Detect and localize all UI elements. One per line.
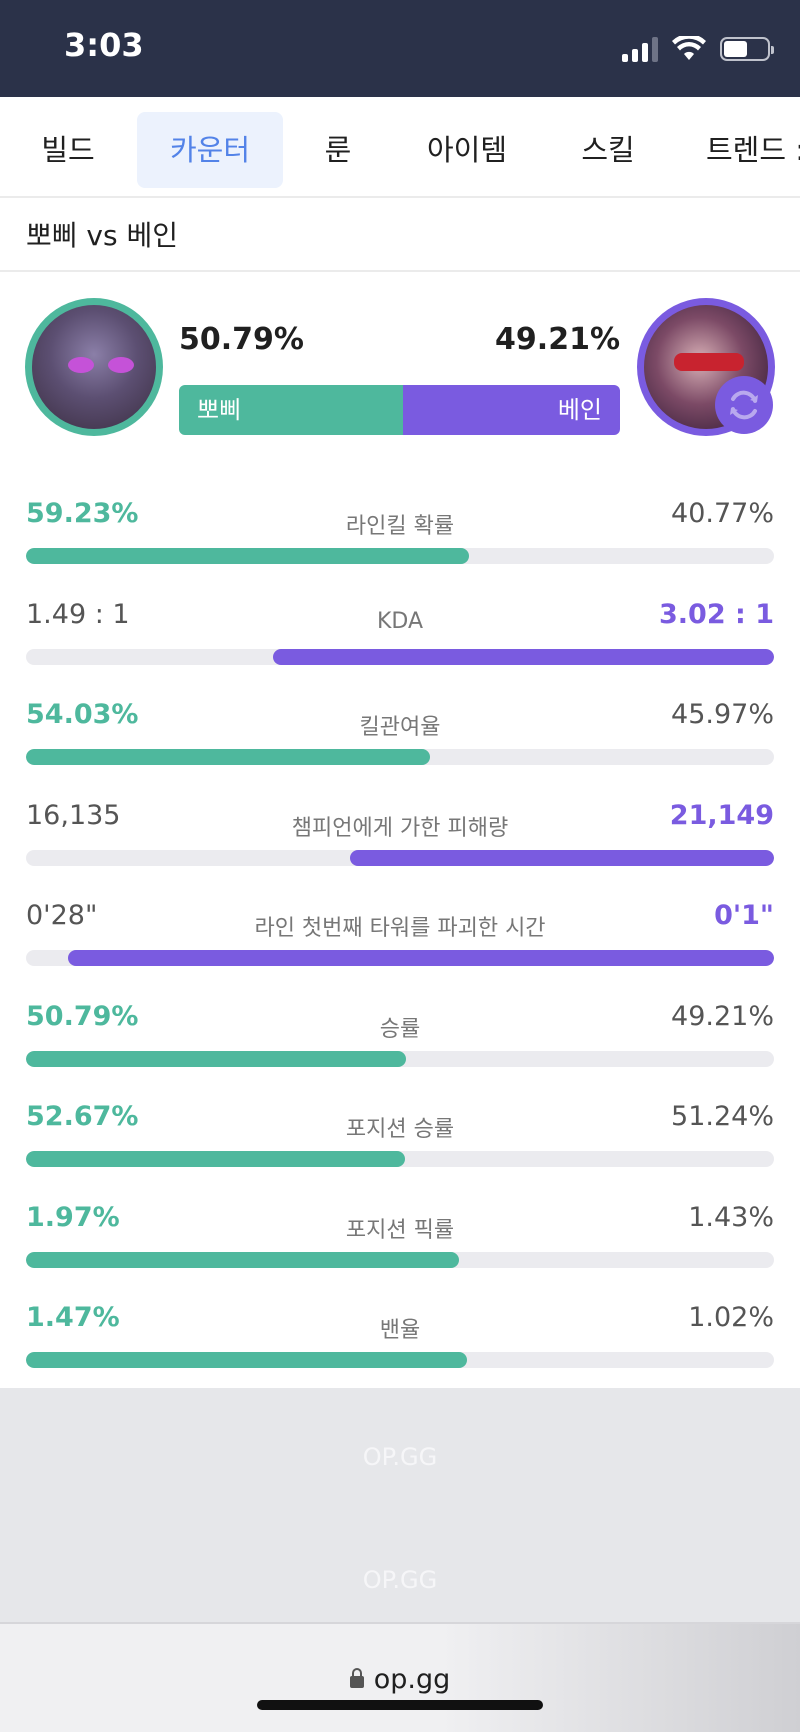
url-display[interactable]: op.gg [0, 1664, 800, 1695]
stat-left-value: 1.47% [26, 1302, 120, 1333]
tab-trends[interactable]: 트렌드 : [706, 133, 800, 167]
win-rate-bar-right: 베인 [402, 385, 620, 435]
stat-right-value: 51.24% [671, 1101, 774, 1132]
stat-row: 0'28" 라인 첫번째 타워를 파괴한 시간 0'1" [26, 900, 774, 980]
stat-bar-fill [26, 1251, 460, 1268]
stat-right-value: 0'1" [714, 900, 774, 931]
stat-right-value: 3.02 : 1 [658, 598, 774, 630]
stat-row: 52.67% 포지션 승률 51.24% [26, 1101, 774, 1181]
stat-right-value: 1.02% [688, 1302, 774, 1333]
stat-left-value: 50.79% [26, 1000, 139, 1032]
battery-icon [720, 37, 774, 61]
status-time: 3:03 [64, 26, 144, 64]
stat-left-value: 59.23% [26, 498, 139, 529]
stat-label: 포지션 픽률 [345, 1217, 455, 1243]
stat-bar-fill [349, 849, 774, 866]
left-win-rate: 50.79% [179, 322, 304, 357]
stat-bar-fill [26, 1151, 406, 1167]
stat-left-value: 52.67% [26, 1101, 139, 1132]
stat-row: 1.47% 밴율 1.02% [26, 1302, 774, 1382]
stat-label: 승률 [379, 1016, 421, 1042]
status-icons [622, 33, 774, 65]
stat-bar-fill [26, 1050, 406, 1067]
stat-label: 라인킬 확률 [345, 514, 455, 539]
stat-right-value: 49.21% [671, 1000, 774, 1032]
stat-bar [26, 1352, 774, 1368]
stat-bar [26, 849, 774, 866]
stat-bar [26, 648, 774, 665]
browser-url-bar[interactable]: op.gg [0, 1622, 800, 1732]
stat-bar [26, 1251, 774, 1268]
stat-right-value: 21,149 [669, 799, 774, 831]
swap-champion-button[interactable] [715, 376, 773, 434]
tab-items[interactable]: 아이템 [426, 133, 508, 167]
tab-build[interactable]: 빌드 [41, 133, 95, 167]
refresh-icon [730, 390, 758, 420]
stat-label: 킬관여율 [359, 715, 441, 740]
stat-label: KDA [376, 608, 424, 634]
opgg-watermark: OP.GG [362, 1566, 438, 1594]
stat-bar-fill [67, 950, 774, 966]
stat-row: 50.79% 승률 49.21% [26, 1001, 774, 1081]
tab-bar: 빌드 카운터 룬 아이템 스킬 트렌드 : [0, 100, 800, 198]
stat-left-value: 16,135 [26, 799, 121, 831]
divider [0, 270, 800, 272]
vayne-avatar[interactable] [637, 298, 775, 436]
stat-row: 1.49 : 1 KDA 3.02 : 1 [26, 599, 774, 679]
stat-bar [26, 1151, 774, 1167]
stat-left-value: 54.03% [26, 699, 139, 730]
tab-counter[interactable]: 카운터 [137, 112, 283, 188]
stat-right-value: 40.77% [671, 498, 774, 529]
stat-bar-fill [26, 749, 431, 765]
stat-left-value: 1.49 : 1 [26, 598, 130, 630]
home-indicator[interactable] [257, 1700, 543, 1710]
stat-label: 밴율 [379, 1318, 421, 1343]
stat-label: 라인 첫번째 타워를 파괴한 시간 [254, 916, 546, 941]
cellular-signal-icon [622, 36, 658, 62]
status-bar: 3:03 [0, 0, 800, 97]
ad-area: OP.GG OP.GG [0, 1388, 800, 1622]
stat-left-value: 1.97% [26, 1201, 120, 1233]
opgg-watermark: OP.GG [362, 1443, 438, 1471]
stat-bar [26, 749, 774, 765]
tab-runes[interactable]: 룬 [324, 133, 352, 167]
tab-skills[interactable]: 스킬 [581, 133, 635, 167]
lock-icon [349, 1668, 364, 1688]
poppy-avatar[interactable] [25, 298, 163, 436]
url-text: op.gg [373, 1664, 451, 1695]
stat-bar [26, 1050, 774, 1067]
stat-bar [26, 950, 774, 966]
stat-left-value: 0'28" [26, 900, 98, 931]
stat-right-value: 45.97% [671, 699, 774, 730]
stat-bar-fill [272, 648, 774, 665]
wifi-icon [672, 36, 706, 60]
stat-row: 16,135 챔피언에게 가한 피해량 21,149 [26, 800, 774, 880]
stat-row: 59.23% 라인킬 확률 40.77% [26, 498, 774, 578]
matchup-title: 뽀삐 vs 베인 [26, 219, 178, 252]
right-win-rate: 49.21% [495, 322, 620, 357]
stat-right-value: 1.43% [688, 1201, 774, 1233]
stat-label: 포지션 승률 [345, 1117, 455, 1142]
win-rate-bar-left: 뽀삐 [179, 385, 403, 435]
stat-row: 54.03% 킬관여율 45.97% [26, 699, 774, 779]
stat-bar [26, 548, 774, 564]
stat-bar-fill [26, 548, 470, 564]
win-rate-bar: 뽀삐 베인 [179, 385, 620, 435]
stat-bar-fill [26, 1352, 468, 1368]
stat-row: 1.97% 포지션 픽률 1.43% [26, 1202, 774, 1282]
stat-label: 챔피언에게 가한 피해량 [291, 815, 509, 841]
